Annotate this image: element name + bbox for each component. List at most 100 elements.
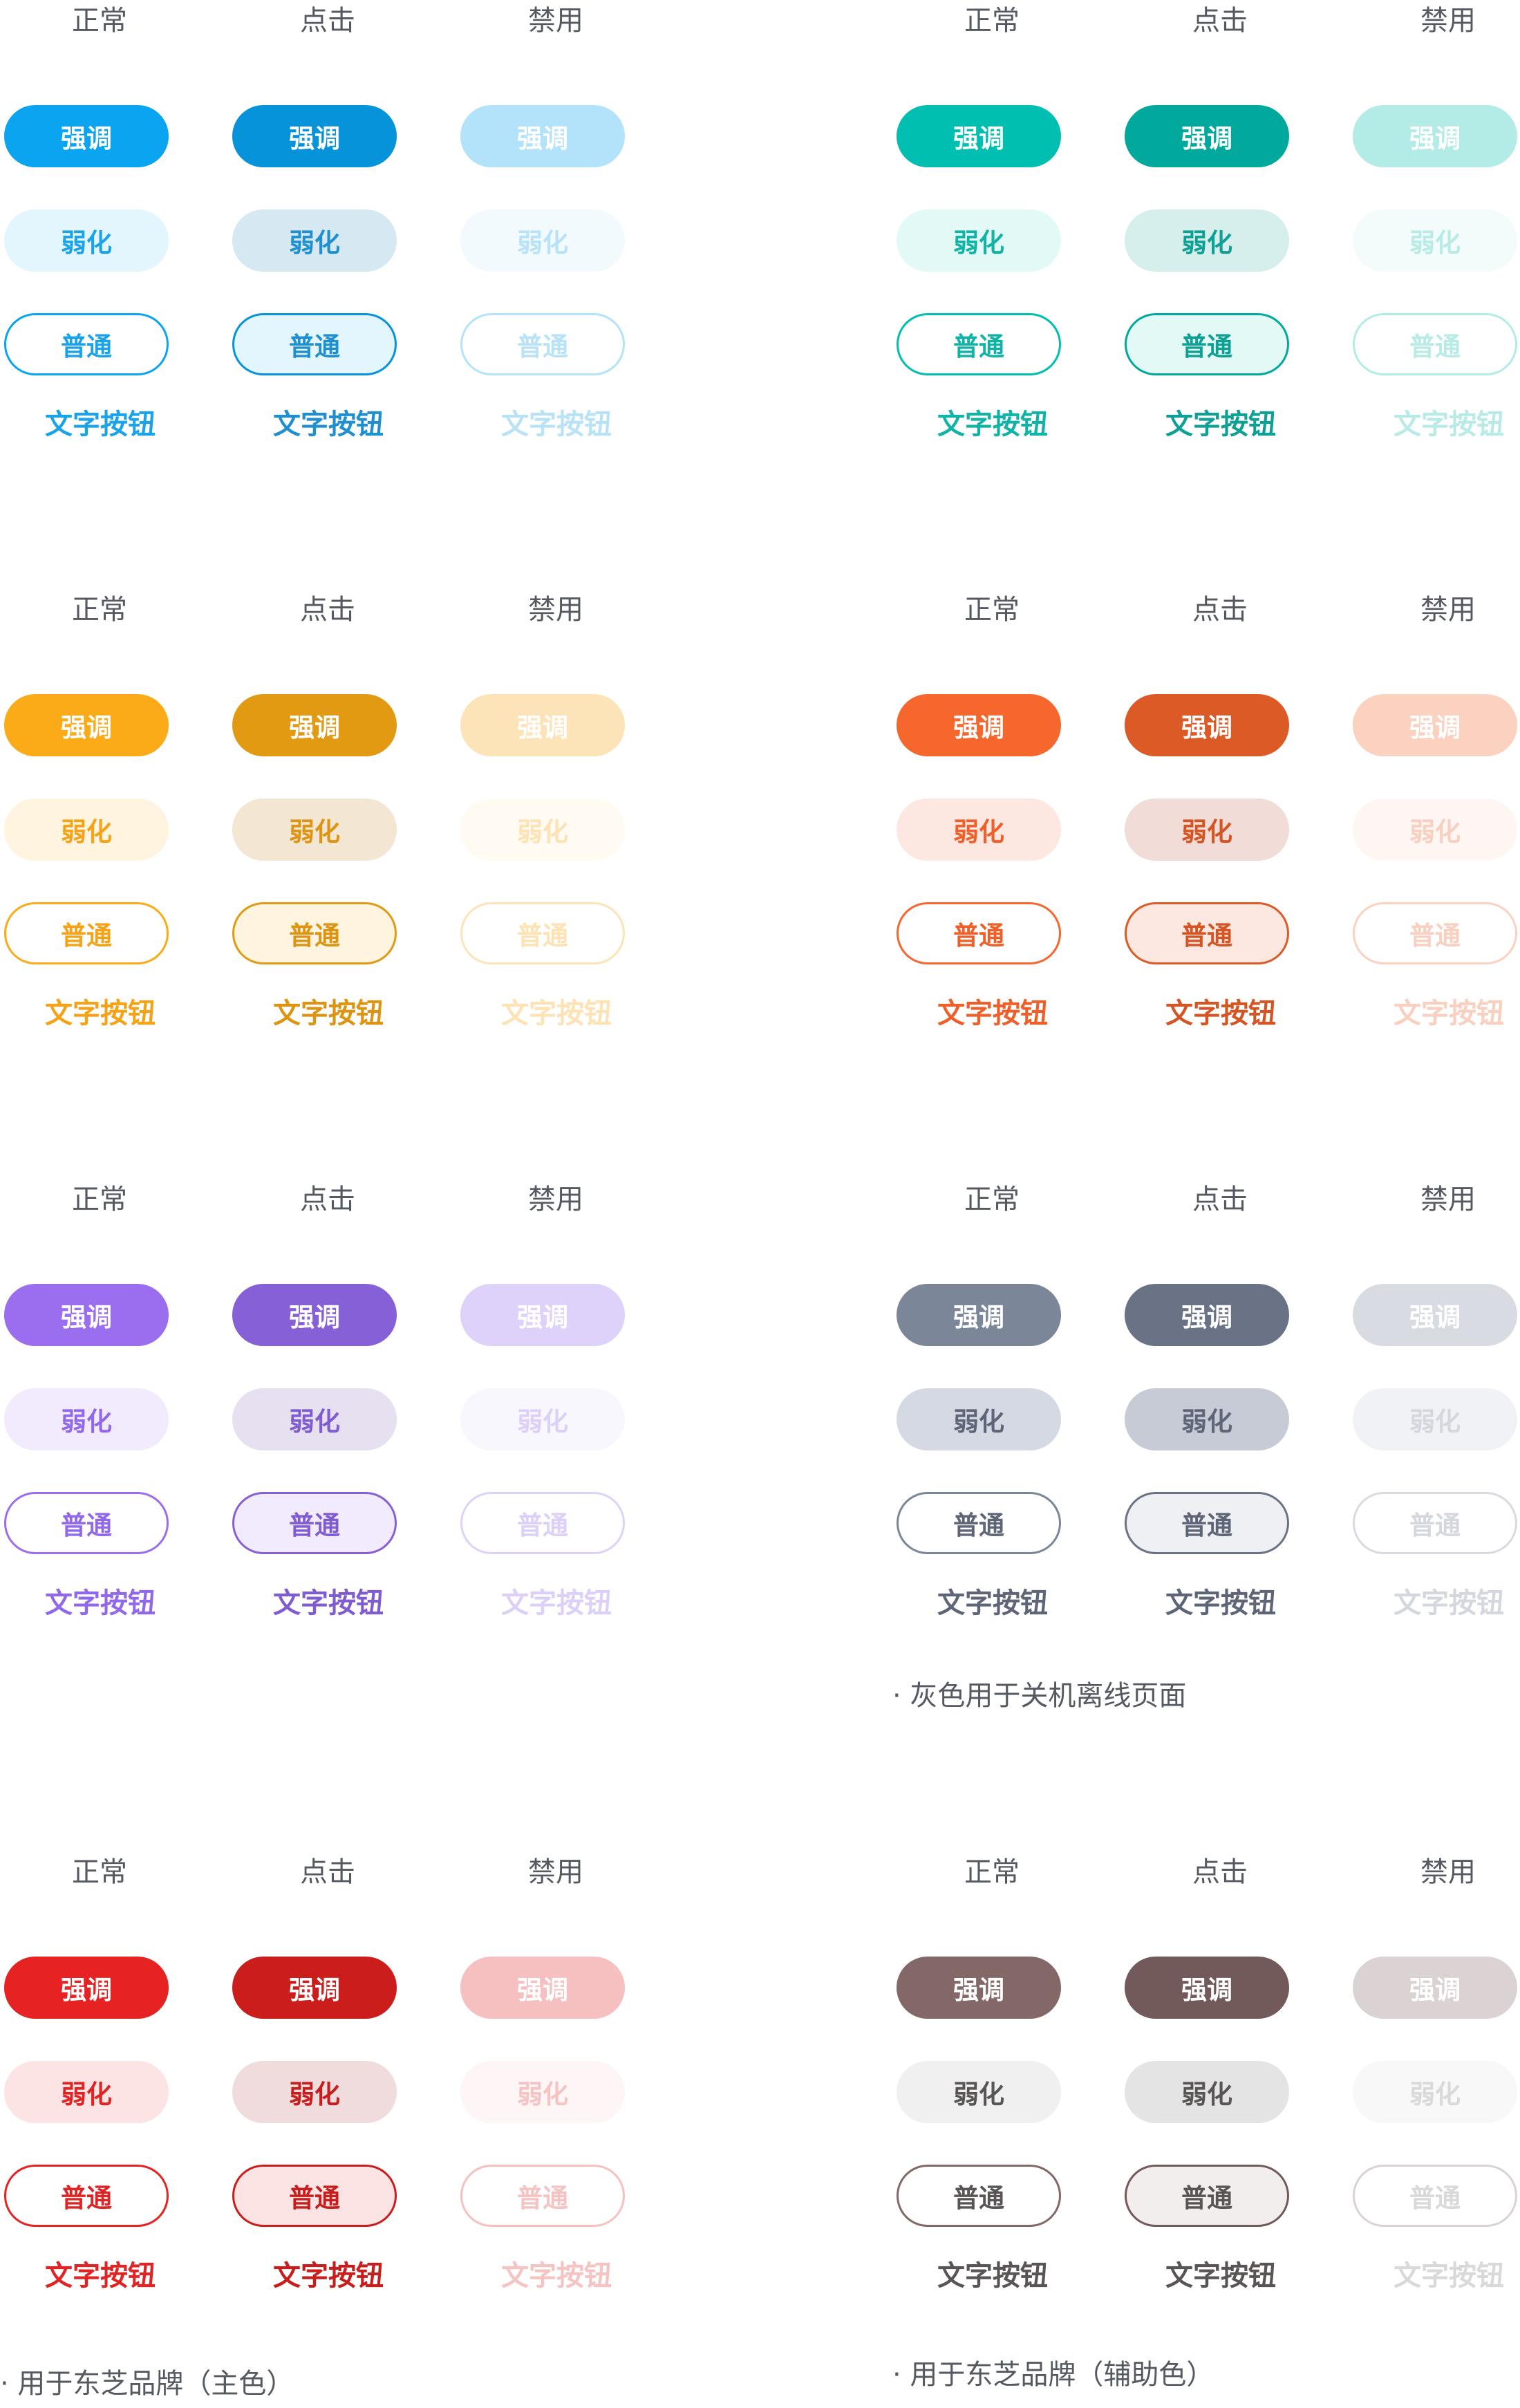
weak-button-normal-state[interactable]: 弱化 — [897, 209, 1061, 272]
emphasis-button-normal-state[interactable]: 强调 — [4, 1284, 169, 1346]
emphasis-button-pressed-state[interactable]: 强调 — [1125, 1284, 1289, 1346]
normal-button-pressed-state[interactable]: 普通 — [1125, 902, 1289, 964]
emphasis-button-label: 强调 — [1181, 1975, 1232, 2005]
weak-button-disabled-state[interactable]: 弱化 — [460, 209, 625, 272]
normal-button-normal-state[interactable]: 普通 — [897, 313, 1061, 375]
emphasis-button-pressed-state[interactable]: 强调 — [1125, 694, 1289, 756]
weak-button-disabled-state[interactable]: 弱化 — [460, 799, 625, 861]
text-button-normal-state[interactable]: 文字按钮 — [45, 409, 156, 440]
emphasis-button-pressed-state[interactable]: 强调 — [232, 1957, 397, 2019]
text-button-disabled-state[interactable]: 文字按钮 — [1394, 1587, 1504, 1619]
emphasis-button-normal-state[interactable]: 强调 — [897, 105, 1061, 167]
emphasis-button-pressed-state[interactable]: 强调 — [1125, 1957, 1289, 2019]
text-button-pressed-state[interactable]: 文字按钮 — [273, 1587, 384, 1619]
normal-button-normal-state[interactable]: 普通 — [4, 313, 169, 375]
normal-button-normal-state[interactable]: 普通 — [897, 902, 1061, 964]
text-button-normal-state[interactable]: 文字按钮 — [45, 2260, 156, 2292]
weak-button-disabled-state[interactable]: 弱化 — [460, 2061, 625, 2123]
normal-button-pressed-state[interactable]: 普通 — [1125, 1492, 1289, 1554]
emphasis-button-pressed-state[interactable]: 强调 — [232, 105, 397, 167]
weak-button-normal-state[interactable]: 弱化 — [4, 1388, 169, 1450]
normal-button-pressed-state[interactable]: 普通 — [232, 313, 397, 375]
normal-button-normal-state[interactable]: 普通 — [4, 2165, 169, 2227]
normal-button-normal-state[interactable]: 普通 — [897, 2165, 1061, 2227]
weak-button-pressed-state[interactable]: 弱化 — [232, 2061, 397, 2123]
emphasis-button-pressed-state[interactable]: 强调 — [232, 694, 397, 756]
emphasis-button-disabled-state[interactable]: 强调 — [460, 1957, 625, 2019]
emphasis-button-pressed-state[interactable]: 强调 — [232, 1284, 397, 1346]
text-button-pressed-state[interactable]: 文字按钮 — [1165, 1587, 1276, 1619]
text-button-disabled-state[interactable]: 文字按钮 — [1394, 998, 1504, 1029]
weak-button-disabled-state[interactable]: 弱化 — [1353, 209, 1517, 272]
normal-button-pressed-state[interactable]: 普通 — [1125, 313, 1289, 375]
text-button-normal-state[interactable]: 文字按钮 — [45, 998, 156, 1029]
emphasis-button-normal-state[interactable]: 强调 — [897, 1284, 1061, 1346]
weak-button-label: 弱化 — [517, 228, 568, 258]
emphasis-button-disabled-state[interactable]: 强调 — [460, 105, 625, 167]
text-button-normal-state[interactable]: 文字按钮 — [45, 1587, 156, 1619]
text-button-normal-state[interactable]: 文字按钮 — [937, 998, 1048, 1029]
weak-button-disabled-state[interactable]: 弱化 — [1353, 799, 1517, 861]
weak-button-pressed-state[interactable]: 弱化 — [232, 1388, 397, 1450]
normal-button-pressed-state[interactable]: 普通 — [1125, 2165, 1289, 2227]
text-button-pressed-state[interactable]: 文字按钮 — [273, 998, 384, 1029]
text-button-pressed-state[interactable]: 文字按钮 — [1165, 998, 1276, 1029]
normal-button-pressed-state[interactable]: 普通 — [232, 2165, 397, 2227]
text-button-normal-state[interactable]: 文字按钮 — [937, 2260, 1048, 2292]
text-button-disabled-state[interactable]: 文字按钮 — [501, 409, 612, 440]
weak-button-pressed-state[interactable]: 弱化 — [232, 799, 397, 861]
normal-button-disabled-state[interactable]: 普通 — [1353, 2165, 1517, 2227]
normal-button-disabled-state[interactable]: 普通 — [460, 2165, 625, 2227]
weak-button-label: 弱化 — [953, 228, 1004, 258]
normal-button-pressed-state[interactable]: 普通 — [232, 1492, 397, 1554]
text-button-pressed-state[interactable]: 文字按钮 — [273, 409, 384, 440]
normal-button-disabled-state[interactable]: 普通 — [460, 902, 625, 964]
emphasis-button-disabled-state[interactable]: 强调 — [1353, 105, 1517, 167]
normal-button-normal-state[interactable]: 普通 — [897, 1492, 1061, 1554]
text-button-pressed-state[interactable]: 文字按钮 — [1165, 409, 1276, 440]
emphasis-button-pressed-state[interactable]: 强调 — [1125, 105, 1289, 167]
normal-button-disabled-state[interactable]: 普通 — [1353, 1492, 1517, 1554]
emphasis-button-disabled-state[interactable]: 强调 — [460, 694, 625, 756]
text-button-pressed-state[interactable]: 文字按钮 — [273, 2260, 384, 2292]
emphasis-button-disabled-state[interactable]: 强调 — [1353, 1957, 1517, 2019]
text-button-normal-state[interactable]: 文字按钮 — [937, 1587, 1048, 1619]
weak-button-pressed-state[interactable]: 弱化 — [1125, 1388, 1289, 1450]
weak-button-pressed-state[interactable]: 弱化 — [1125, 2061, 1289, 2123]
weak-button-pressed-state[interactable]: 弱化 — [1125, 209, 1289, 272]
weak-button-normal-state[interactable]: 弱化 — [897, 1388, 1061, 1450]
normal-button-disabled-state[interactable]: 普通 — [460, 1492, 625, 1554]
text-button-disabled-state[interactable]: 文字按钮 — [1394, 409, 1504, 440]
weak-button-disabled-state[interactable]: 弱化 — [460, 1388, 625, 1450]
weak-button-normal-state[interactable]: 弱化 — [897, 799, 1061, 861]
weak-button-normal-state[interactable]: 弱化 — [4, 209, 169, 272]
emphasis-button-normal-state[interactable]: 强调 — [4, 1957, 169, 2019]
normal-button-normal-state[interactable]: 普通 — [4, 1492, 169, 1554]
normal-button-disabled-state[interactable]: 普通 — [1353, 902, 1517, 964]
emphasis-button-normal-state[interactable]: 强调 — [897, 1957, 1061, 2019]
weak-button-disabled-state[interactable]: 弱化 — [1353, 2061, 1517, 2123]
normal-button-label: 普通 — [61, 332, 112, 362]
weak-button-disabled-state[interactable]: 弱化 — [1353, 1388, 1517, 1450]
weak-button-pressed-state[interactable]: 弱化 — [1125, 799, 1289, 861]
text-button-disabled-state[interactable]: 文字按钮 — [1394, 2260, 1504, 2292]
text-button-pressed-state[interactable]: 文字按钮 — [1165, 2260, 1276, 2292]
weak-button-normal-state[interactable]: 弱化 — [4, 799, 169, 861]
text-button-disabled-state[interactable]: 文字按钮 — [501, 1587, 612, 1619]
emphasis-button-disabled-state[interactable]: 强调 — [460, 1284, 625, 1346]
emphasis-button-normal-state[interactable]: 强调 — [4, 694, 169, 756]
text-button-disabled-state[interactable]: 文字按钮 — [501, 2260, 612, 2292]
normal-button-disabled-state[interactable]: 普通 — [1353, 313, 1517, 375]
weak-button-normal-state[interactable]: 弱化 — [4, 2061, 169, 2123]
emphasis-button-disabled-state[interactable]: 强调 — [1353, 1284, 1517, 1346]
emphasis-button-disabled-state[interactable]: 强调 — [1353, 694, 1517, 756]
normal-button-pressed-state[interactable]: 普通 — [232, 902, 397, 964]
weak-button-pressed-state[interactable]: 弱化 — [232, 209, 397, 272]
normal-button-disabled-state[interactable]: 普通 — [460, 313, 625, 375]
text-button-disabled-state[interactable]: 文字按钮 — [501, 998, 612, 1029]
weak-button-normal-state[interactable]: 弱化 — [897, 2061, 1061, 2123]
emphasis-button-normal-state[interactable]: 强调 — [4, 105, 169, 167]
text-button-normal-state[interactable]: 文字按钮 — [937, 409, 1048, 440]
emphasis-button-normal-state[interactable]: 强调 — [897, 694, 1061, 756]
normal-button-normal-state[interactable]: 普通 — [4, 902, 169, 964]
